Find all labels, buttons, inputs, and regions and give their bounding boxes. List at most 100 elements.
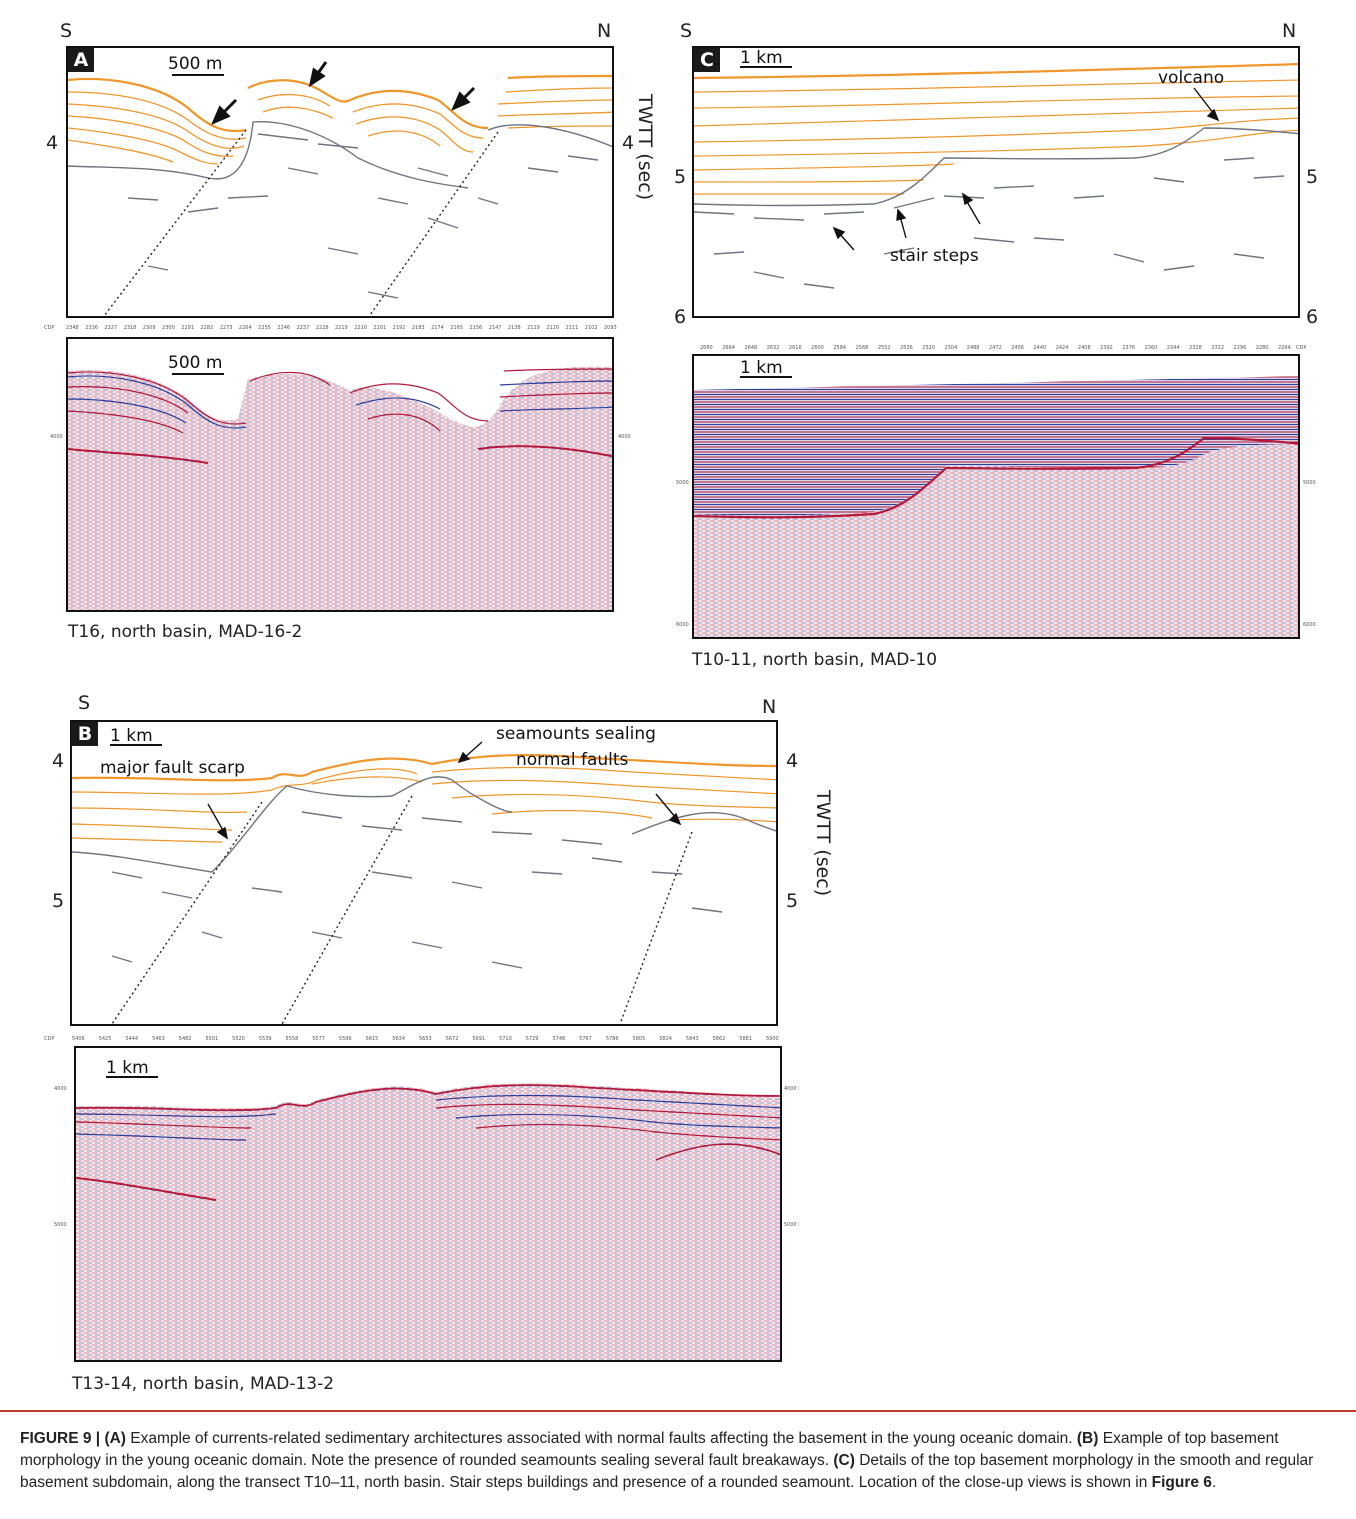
cdp-value: 5577 xyxy=(312,1036,325,1042)
cdp-value: 2456 xyxy=(1011,345,1024,351)
panel-b-seamounts-label-1: seamounts sealing xyxy=(496,724,656,744)
cdp-value: 5843 xyxy=(685,1036,699,1042)
cdp-value: 2280 xyxy=(1255,345,1269,351)
figure-caption-b-tag: (B) xyxy=(1076,1430,1099,1447)
cdp-value: 2488 xyxy=(966,345,980,351)
panel-b-seismic-scale-label: 1 km xyxy=(106,1058,149,1078)
figure-caption-c-text: Details of the top basement morphology i… xyxy=(20,1452,1314,1491)
cdp-value: 2102 xyxy=(584,325,598,331)
figure-caption-c-tag: (C) xyxy=(833,1452,855,1469)
cdp-value: 5862 xyxy=(712,1036,726,1042)
panel-c-caption: T10-11, north basin, MAD-10 xyxy=(692,650,938,670)
panel-c-letter: C xyxy=(694,48,720,72)
figure-caption-a-text: Example of currents-related sedimentary … xyxy=(130,1430,1073,1447)
cdp-value: 5824 xyxy=(659,1036,672,1042)
cdp-value: 2237 xyxy=(296,325,310,331)
panel-c-seismic-tick-6000-right: 6000 xyxy=(1303,622,1316,628)
cdp-value: 2111 xyxy=(565,325,579,331)
cdp-value: 5463 xyxy=(152,1036,165,1042)
cdp-value: 2568 xyxy=(855,345,869,351)
cdp-value: 2147 xyxy=(488,325,502,331)
panel-a-seismic-tick-right: 4000 xyxy=(618,434,631,440)
figure-caption-label: FIGURE 9 | xyxy=(20,1430,101,1447)
panel-c-cdp-label: CDP xyxy=(1296,345,1307,351)
panel-c-interpretation: C 1 km volcano stair steps xyxy=(692,46,1300,318)
panel-a-interpretation: A 500 m xyxy=(66,46,614,318)
panel-a-south-label: S xyxy=(60,20,73,42)
cdp-value: 5672 xyxy=(445,1036,459,1042)
cdp-value: 2264 xyxy=(1278,345,1291,351)
panel-c-stair-steps-label: stair steps xyxy=(890,246,979,266)
panel-c-seismic-section: 1 km xyxy=(692,354,1300,639)
cdp-value: 2360 xyxy=(1144,345,1158,351)
panel-a-scale-bar xyxy=(172,74,224,76)
panel-b-cdp-values: 5406 5425 5444 5463 5482 5501 5520 5539 5558 5577… xyxy=(72,1036,779,1044)
cdp-value: 2552 xyxy=(877,345,891,351)
panel-b-seismic-image xyxy=(76,1048,780,1360)
cdp-value: 2336 xyxy=(85,325,98,331)
cdp-value: 5520 xyxy=(232,1036,245,1042)
cdp-value: 5634 xyxy=(392,1036,406,1042)
panel-c-south-label: S xyxy=(680,20,693,42)
cdp-value: 5444 xyxy=(125,1036,139,1042)
cdp-value: 2246 xyxy=(277,325,291,331)
cdp-value: 2376 xyxy=(1122,345,1136,351)
panel-b-twtt-label: TWTT (sec) xyxy=(812,790,834,897)
figure-caption-figure-ref[interactable]: Figure 6 xyxy=(1151,1474,1212,1491)
cdp-value: 2536 xyxy=(900,345,913,351)
panel-a-cdp-row: CDP 2348 2336 2327 2318 2309 2300 2291 2282 2273… xyxy=(44,325,624,333)
panel-c-depth-6-left: 6 xyxy=(674,306,687,328)
cdp-value: 5653 xyxy=(419,1036,432,1042)
cdp-value: 5501 xyxy=(205,1036,219,1042)
cdp-value: 5767 xyxy=(579,1036,592,1042)
cdp-value: 2318 xyxy=(123,325,137,331)
panel-c-scale-bar xyxy=(740,66,792,68)
panel-b-letter: B xyxy=(72,722,98,746)
panel-b-caption: T13-14, north basin, MAD-13-2 xyxy=(72,1374,335,1394)
cdp-value: 2174 xyxy=(431,325,444,331)
cdp-value: 2120 xyxy=(546,325,560,331)
cdp-value: 5748 xyxy=(552,1036,566,1042)
panel-a-north-label: N xyxy=(597,20,612,42)
panel-a-interpretation-drawing xyxy=(68,61,612,316)
panel-b-seismic-scale-bar xyxy=(106,1076,158,1078)
panel-b-scale-label: 1 km xyxy=(110,726,153,746)
cdp-value: 2664 xyxy=(722,345,735,351)
panel-a-depth-left: 4 xyxy=(46,132,59,154)
panel-c-cdp-row: 2680 2664 2648 2632 2616 2600 2584 2568 2552 2536… xyxy=(676,345,1316,353)
cdp-value: 2584 xyxy=(833,345,847,351)
cdp-value: 2210 xyxy=(354,325,367,331)
panel-b-seismic-tick-5000-left: 5000 xyxy=(54,1222,67,1228)
panel-b-depth-4-right: 4 xyxy=(786,750,799,772)
cdp-value: 2392 xyxy=(1100,345,1113,351)
cdp-value: 2648 xyxy=(744,345,758,351)
cdp-value: 2520 xyxy=(922,345,936,351)
panel-c-seismic-scale-bar xyxy=(740,376,792,378)
cdp-value: 5729 xyxy=(525,1036,539,1042)
cdp-value: 2440 xyxy=(1033,345,1047,351)
cdp-value: 2156 xyxy=(469,325,483,331)
cdp-value: 2408 xyxy=(1077,345,1091,351)
cdp-value: 5805 xyxy=(632,1036,646,1042)
cdp-value: 2165 xyxy=(450,325,464,331)
cdp-value: 5615 xyxy=(365,1036,379,1042)
panel-c-depth-5-right: 5 xyxy=(1306,166,1319,188)
cdp-value: 2300 xyxy=(162,325,175,331)
panel-b-interpretation-drawing xyxy=(72,741,776,1024)
cdp-value: 2312 xyxy=(1211,345,1225,351)
cdp-value: 2327 xyxy=(104,325,118,331)
cdp-value: 5482 xyxy=(178,1036,192,1042)
panel-a-seismic-section: 500 m xyxy=(66,337,614,612)
panel-a-seismic-scale-label: 500 m xyxy=(168,353,223,373)
cdp-value: 2348 xyxy=(66,325,79,331)
panel-b-cdp-label: CDP xyxy=(44,1036,55,1042)
panel-a-letter: A xyxy=(68,48,94,72)
panel-a-caption: T16, north basin, MAD-16-2 xyxy=(68,622,303,642)
cdp-value: 5406 xyxy=(72,1036,85,1042)
panel-a-depth-right: 4 xyxy=(622,132,635,154)
cdp-value: 2472 xyxy=(989,345,1002,351)
cdp-value: 2093 xyxy=(604,325,617,331)
panel-a-cdp-label: CDP xyxy=(44,325,55,331)
cdp-value: 2192 xyxy=(392,325,406,331)
cdp-value: 2255 xyxy=(258,325,271,331)
